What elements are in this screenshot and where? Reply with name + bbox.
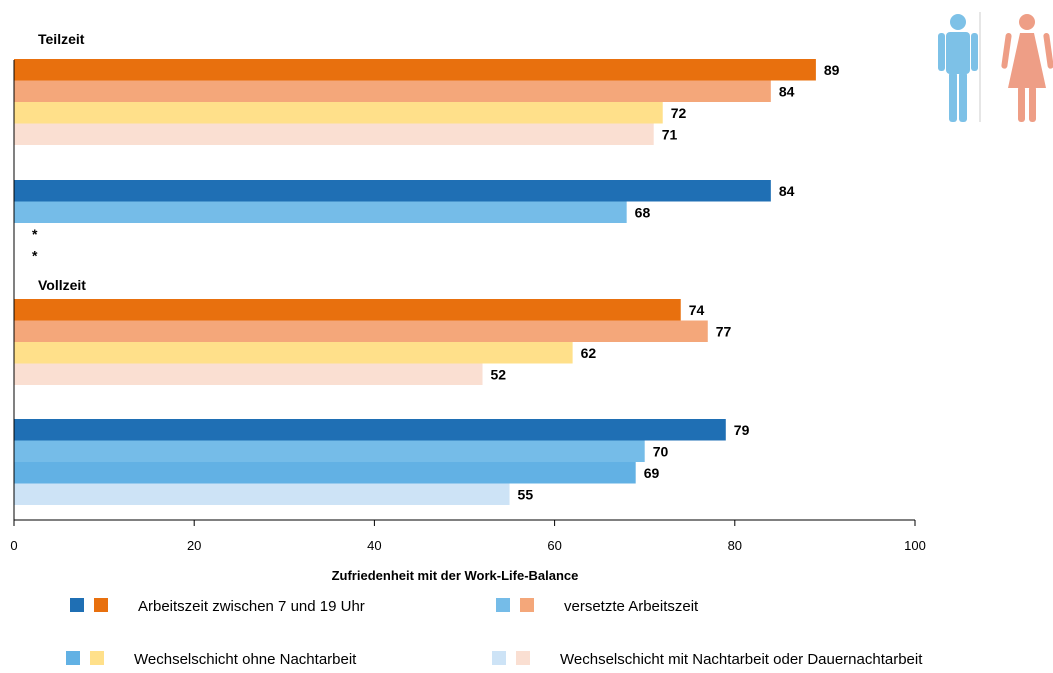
x-tick-label: 100 bbox=[904, 538, 926, 553]
bar-female bbox=[14, 80, 771, 102]
bars-layer bbox=[14, 59, 816, 505]
bar-value-label: 79 bbox=[734, 422, 750, 438]
missing-value-marker: * bbox=[32, 226, 38, 242]
bar-value-label: 52 bbox=[491, 366, 507, 382]
bar-value-label: 69 bbox=[644, 465, 660, 481]
legend-swatch-male bbox=[70, 598, 84, 612]
gender-icons bbox=[938, 12, 1053, 122]
labels-layer: Teilzeit898472718468**Vollzeit7477625279… bbox=[32, 31, 840, 502]
legend-swatch-male bbox=[492, 651, 506, 665]
bar-value-label: 55 bbox=[518, 486, 534, 502]
x-tick-label: 20 bbox=[187, 538, 201, 553]
bar-value-label: 89 bbox=[824, 62, 840, 78]
x-tick-label: 80 bbox=[728, 538, 742, 553]
bar-female bbox=[14, 59, 816, 81]
bar-value-label: 84 bbox=[779, 83, 795, 99]
legend-swatch-male bbox=[496, 598, 510, 612]
bar-female bbox=[14, 299, 681, 321]
bar-male bbox=[14, 483, 510, 505]
x-axis-title: Zufriedenheit mit der Work-Life-Balance bbox=[332, 568, 579, 583]
bar-value-label: 68 bbox=[635, 204, 651, 220]
group-label: Vollzeit bbox=[38, 277, 86, 293]
female-figure-icon bbox=[1001, 14, 1053, 122]
bar-male bbox=[14, 180, 771, 202]
bar-value-label: 84 bbox=[779, 183, 795, 199]
bar-value-label: 74 bbox=[689, 302, 705, 318]
bar-female bbox=[14, 123, 654, 145]
bar-value-label: 70 bbox=[653, 443, 669, 459]
legend-swatch-male bbox=[66, 651, 80, 665]
x-tick-label: 60 bbox=[547, 538, 561, 553]
legend-label: versetzte Arbeitszeit bbox=[564, 598, 699, 615]
legend-swatch-female bbox=[94, 598, 108, 612]
legend-label: Arbeitszeit zwischen 7 und 19 Uhr bbox=[138, 598, 365, 615]
bar-female bbox=[14, 363, 483, 385]
x-tick-label: 0 bbox=[10, 538, 17, 553]
legend-label: Wechselschicht ohne Nachtarbeit bbox=[134, 651, 357, 668]
legend-label: Wechselschicht mit Nachtarbeit oder Daue… bbox=[560, 651, 923, 668]
bar-female bbox=[14, 320, 708, 342]
bar-value-label: 72 bbox=[671, 105, 687, 121]
bar-value-label: 77 bbox=[716, 323, 732, 339]
group-label: Teilzeit bbox=[38, 31, 85, 47]
legend-swatch-female bbox=[90, 651, 104, 665]
legend-swatch-female bbox=[520, 598, 534, 612]
x-axis: 0 20 40 60 80 100 bbox=[10, 60, 926, 553]
bar-male bbox=[14, 419, 726, 441]
bar-female bbox=[14, 342, 573, 364]
bar-male bbox=[14, 440, 645, 462]
legend-swatch-female bbox=[516, 651, 530, 665]
bar-male bbox=[14, 201, 627, 223]
bar-male bbox=[14, 462, 636, 484]
legend: Arbeitszeit zwischen 7 und 19 Uhr versetz… bbox=[66, 598, 923, 668]
missing-value-marker: * bbox=[32, 247, 38, 263]
x-tick-label: 40 bbox=[367, 538, 381, 553]
bar-value-label: 62 bbox=[581, 345, 597, 361]
bar-value-label: 71 bbox=[662, 126, 678, 142]
male-figure-icon bbox=[938, 14, 978, 122]
bar-female bbox=[14, 102, 663, 124]
